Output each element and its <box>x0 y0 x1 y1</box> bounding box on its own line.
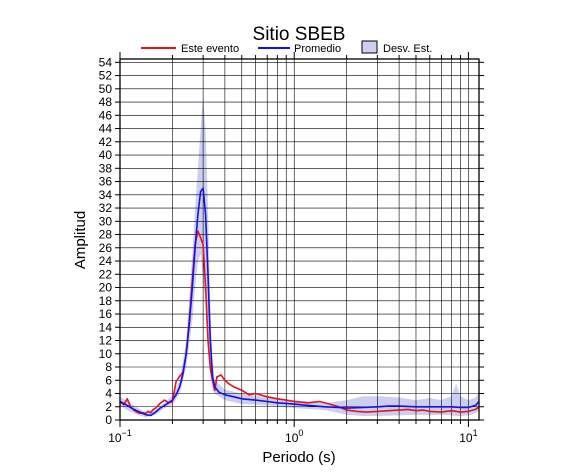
y-tick-label-16: 16 <box>99 307 113 321</box>
y-tick-label-22: 22 <box>99 267 113 281</box>
legend-swatch-desv-est <box>361 40 378 54</box>
y-tick-label-14: 14 <box>99 320 113 334</box>
x-tick-label-0.1: 10−1 <box>108 428 132 445</box>
y-tick-label-40: 40 <box>99 148 113 162</box>
y-tick-label-12: 12 <box>99 334 113 348</box>
plot-frame <box>119 58 480 421</box>
legend-label-promedio: Promedio <box>294 43 341 55</box>
plot-area: 0246810121416182022242628303234363840424… <box>99 52 484 445</box>
y-tick-label-54: 54 <box>99 55 113 69</box>
y-tick-label-46: 46 <box>99 108 113 122</box>
grid <box>119 59 479 421</box>
x-tick-label-1: 100 <box>285 428 303 445</box>
y-tick-label-38: 38 <box>99 161 113 175</box>
y-tick-label-50: 50 <box>99 82 113 96</box>
series-line-promedio <box>119 187 480 417</box>
y-tick-label-36: 36 <box>99 175 113 189</box>
y-tick-label-52: 52 <box>99 69 113 83</box>
x-axis-title: Periodo (s) <box>262 449 335 466</box>
y-axis-title: Amplitud <box>72 211 89 269</box>
y-tick-label-44: 44 <box>99 122 113 136</box>
y-tick-label-2: 2 <box>105 400 112 414</box>
legend-label-este-evento: Este evento <box>181 43 239 55</box>
y-tick-label-48: 48 <box>99 95 113 109</box>
y-tick-label-0: 0 <box>105 413 112 427</box>
series-line-este-evento <box>119 230 480 415</box>
x-tick-label-10: 101 <box>459 428 477 445</box>
chart-title: Sitio SBEB <box>253 24 346 45</box>
y-tick-label-4: 4 <box>105 387 112 401</box>
y-tick-label-6: 6 <box>105 373 112 387</box>
y-tick-label-32: 32 <box>99 201 113 215</box>
legend-label-desv-est: Desv. Est. <box>383 43 432 55</box>
y-tick-label-42: 42 <box>99 135 113 149</box>
y-tick-label-28: 28 <box>99 228 113 242</box>
y-tick-label-34: 34 <box>99 188 113 202</box>
y-tick-label-30: 30 <box>99 214 113 228</box>
y-tick-label-18: 18 <box>99 294 113 308</box>
y-tick-label-20: 20 <box>99 281 113 295</box>
legend: Este evento Promedio Desv. Est. <box>141 40 432 55</box>
y-tick-label-26: 26 <box>99 241 113 255</box>
y-tick-label-10: 10 <box>99 347 113 361</box>
std-dev-band <box>120 95 479 418</box>
y-tick-label-24: 24 <box>99 254 113 268</box>
y-tick-label-8: 8 <box>105 360 112 374</box>
